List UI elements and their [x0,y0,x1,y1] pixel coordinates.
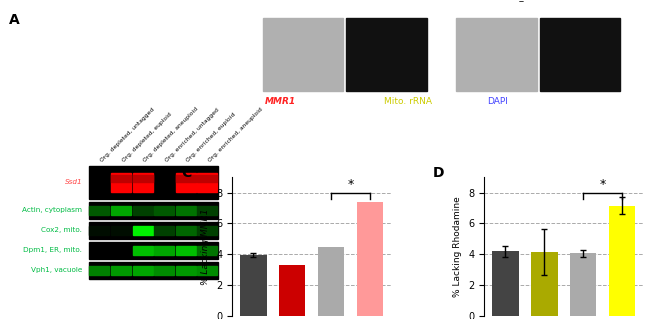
Bar [176,266,196,275]
Bar [133,266,153,275]
Bar [318,247,344,316]
Bar [198,206,217,215]
Text: YPS1009: YPS1009 [305,0,344,1]
Bar [531,252,558,316]
Bar [88,222,218,239]
Bar [154,266,174,275]
Text: Cox2, mito.: Cox2, mito. [41,227,82,234]
Text: A: A [8,12,20,26]
Y-axis label: % Lacking Rhodamine: % Lacking Rhodamine [454,196,462,297]
Bar [357,202,384,316]
Bar [176,226,196,235]
Bar [154,226,174,235]
Text: Actin, cytoplasm: Actin, cytoplasm [22,207,82,213]
Bar [609,206,635,316]
Bar [133,246,153,255]
Y-axis label: % Lacking MMR1: % Lacking MMR1 [202,208,211,285]
Text: Vph1, vacuole: Vph1, vacuole [31,267,82,273]
Text: Mito. rRNA: Mito. rRNA [384,97,432,106]
Bar [88,242,218,259]
Bar [133,173,153,192]
Bar [88,262,218,278]
Text: D: D [433,166,445,180]
Bar [176,174,196,182]
Bar [570,254,597,316]
Bar [111,226,131,235]
Bar [111,174,131,182]
Bar [111,173,131,192]
Bar [176,246,196,255]
Bar [90,266,109,275]
Text: Org. depleted, euploid: Org. depleted, euploid [121,111,172,163]
Text: *: * [348,179,354,191]
Bar [90,206,109,215]
Bar [133,174,153,182]
Text: Org. enriched, euploid: Org. enriched, euploid [186,111,237,163]
Bar [540,18,620,91]
Text: *: * [599,179,606,191]
Bar [88,166,218,198]
Bar [198,174,217,182]
Bar [240,255,266,316]
Bar [456,18,536,91]
Bar [176,173,196,192]
Bar [279,265,306,316]
Bar [154,206,174,215]
Bar [198,266,217,275]
Bar [346,18,426,91]
Text: Org. depleted, untagged: Org. depleted, untagged [99,107,155,163]
Bar [90,226,109,235]
Bar [176,206,196,215]
Text: Org. enriched, aneuploid: Org. enriched, aneuploid [207,106,264,163]
Text: Org. depleted, aneuploid: Org. depleted, aneuploid [142,106,200,163]
Text: Dpm1, ER, mito.: Dpm1, ER, mito. [23,248,82,254]
Text: YPS1009_Chr12 ssd1Δ: YPS1009_Chr12 ssd1Δ [484,0,577,1]
Bar [154,246,174,255]
Bar [198,226,217,235]
Text: DAPI: DAPI [487,97,508,106]
Text: SSD1+: SSD1+ [300,0,350,1]
Text: B: B [232,0,242,1]
Text: MMR1: MMR1 [265,97,296,106]
Bar [111,266,131,275]
Text: C: C [181,166,191,180]
Text: Ssd1: Ssd1 [64,179,82,185]
Bar [263,18,343,91]
Bar [111,206,131,215]
Text: Org. enriched, untagged: Org. enriched, untagged [164,107,220,163]
Bar [133,226,153,235]
Text: YPS1009 SSD1+: YPS1009 SSD1+ [291,0,359,1]
Bar [133,206,153,215]
Bar [198,246,217,255]
Bar [492,251,519,316]
Bar [198,173,217,192]
Bar [88,202,218,219]
